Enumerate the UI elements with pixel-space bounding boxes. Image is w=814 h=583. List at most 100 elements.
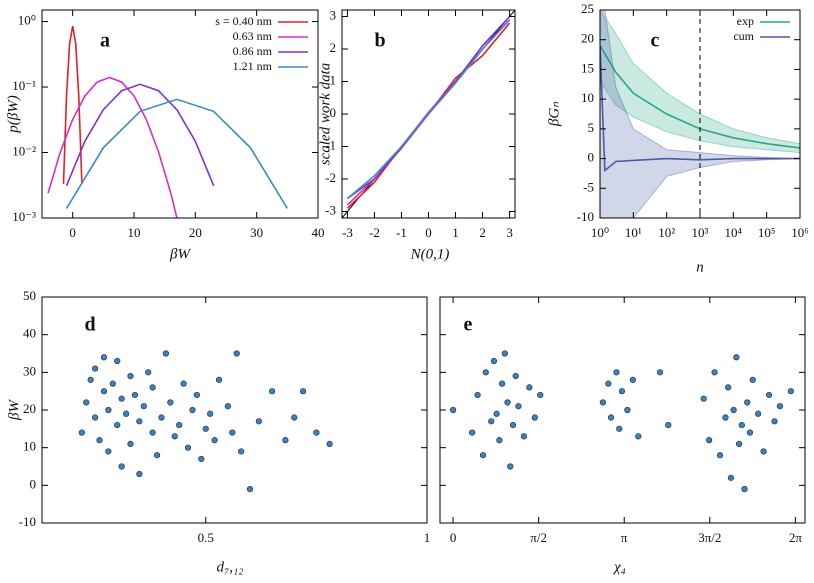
point: [162, 350, 170, 357]
point: [733, 354, 740, 361]
panel-label: b: [374, 30, 385, 52]
point: [131, 391, 139, 399]
point: [716, 452, 724, 459]
y-tick-label: 30: [23, 363, 36, 378]
y-tick-label: 1: [330, 72, 337, 87]
point: [635, 433, 642, 440]
x-tick-label: 20: [189, 225, 202, 240]
y-tick-label: -5: [583, 179, 594, 194]
point: [100, 388, 108, 395]
x-tick-label: 2π: [789, 530, 803, 545]
x-tick-label: 10¹: [625, 225, 642, 240]
point: [202, 425, 209, 432]
point: [493, 410, 500, 417]
point: [198, 455, 205, 463]
x-axis-label: N(0,1): [410, 246, 450, 262]
point: [776, 403, 784, 410]
x-tick-label: -3: [342, 225, 353, 240]
point: [149, 384, 156, 391]
series-line: [600, 45, 800, 149]
y-tick-label: 20: [581, 31, 594, 46]
y-tick-label: 2: [330, 40, 337, 55]
point: [100, 354, 108, 361]
y-tick-label: 10⁻²: [12, 143, 36, 158]
x-axis-label: n: [696, 259, 704, 275]
y-axis-label: βGₙ: [546, 101, 562, 127]
panel: 0.5 1 -10 0 10 20 30 40 50 d d₇,₁₂ βW: [6, 288, 430, 575]
x-tick-label: 10³: [692, 225, 709, 240]
point: [114, 357, 121, 365]
panel-label: e: [464, 314, 473, 336]
x-axis-label: βW: [169, 246, 191, 262]
series-line: [65, 98, 288, 209]
point: [233, 350, 240, 357]
plot-area: [78, 350, 333, 493]
point: [706, 437, 713, 444]
panel-label: d: [84, 314, 95, 336]
y-tick-label: 0: [30, 476, 37, 491]
point: [92, 414, 99, 421]
x-tick-label: 10²: [658, 225, 675, 240]
point: [744, 399, 751, 406]
point: [531, 414, 538, 421]
point: [176, 421, 183, 429]
point: [512, 373, 519, 380]
point: [665, 421, 672, 429]
point: [469, 429, 476, 436]
legend-label: 1.21 nm: [233, 59, 273, 73]
x-tick-label: π: [621, 530, 628, 545]
point: [211, 437, 218, 444]
point: [96, 437, 103, 444]
y-tick-label: 10: [23, 439, 36, 454]
panel: 0 10 20 30 40 10⁻³ 10⁻² 10⁻¹ 10⁰ s = 0.40 nm0.63 …: [5, 9, 325, 262]
x-tick-label: 1: [424, 530, 431, 545]
x-tick-label: 10⁴: [725, 225, 743, 240]
y-tick-label: 5: [588, 120, 595, 135]
point: [140, 403, 147, 410]
y-tick-label: 10: [581, 90, 594, 105]
panel: 0 π/2 π 3π/2 2π e χ₄: [439, 296, 806, 575]
legend-label: 0.63 nm: [233, 29, 273, 43]
point: [122, 410, 130, 417]
point: [765, 391, 773, 399]
point: [760, 448, 767, 455]
x-tick-label: -1: [396, 225, 407, 240]
point: [722, 414, 729, 421]
y-tick-label: -10: [19, 514, 36, 529]
axes-frame: [41, 9, 319, 219]
point: [504, 399, 511, 406]
point: [605, 380, 612, 387]
point: [92, 365, 99, 372]
point: [537, 391, 544, 399]
point: [629, 376, 636, 383]
y-tick-label: 10⁻³: [12, 209, 36, 224]
series-line: [65, 83, 215, 187]
y-tick-label: -1: [325, 137, 336, 152]
point: [118, 463, 125, 470]
point: [755, 410, 762, 417]
y-tick-label: 0: [588, 150, 595, 165]
point: [87, 376, 94, 383]
point: [496, 437, 503, 444]
series-line: [346, 19, 511, 200]
point: [299, 388, 307, 395]
point: [749, 376, 756, 383]
point: [509, 421, 517, 429]
axes-frame: [341, 9, 516, 219]
y-tick-label: 50: [23, 288, 36, 303]
point: [727, 474, 735, 481]
point: [474, 391, 481, 399]
point: [136, 470, 143, 478]
panel-label: c: [651, 30, 660, 52]
axes-frame: [41, 296, 428, 524]
point: [255, 418, 262, 425]
y-tick-label: 10⁻¹: [12, 78, 36, 93]
legend-label: s = 0.40 nm: [215, 14, 272, 28]
point: [479, 452, 487, 459]
point: [449, 406, 457, 414]
point: [599, 399, 606, 406]
y-tick-label: 0: [330, 105, 337, 120]
point: [105, 448, 112, 455]
